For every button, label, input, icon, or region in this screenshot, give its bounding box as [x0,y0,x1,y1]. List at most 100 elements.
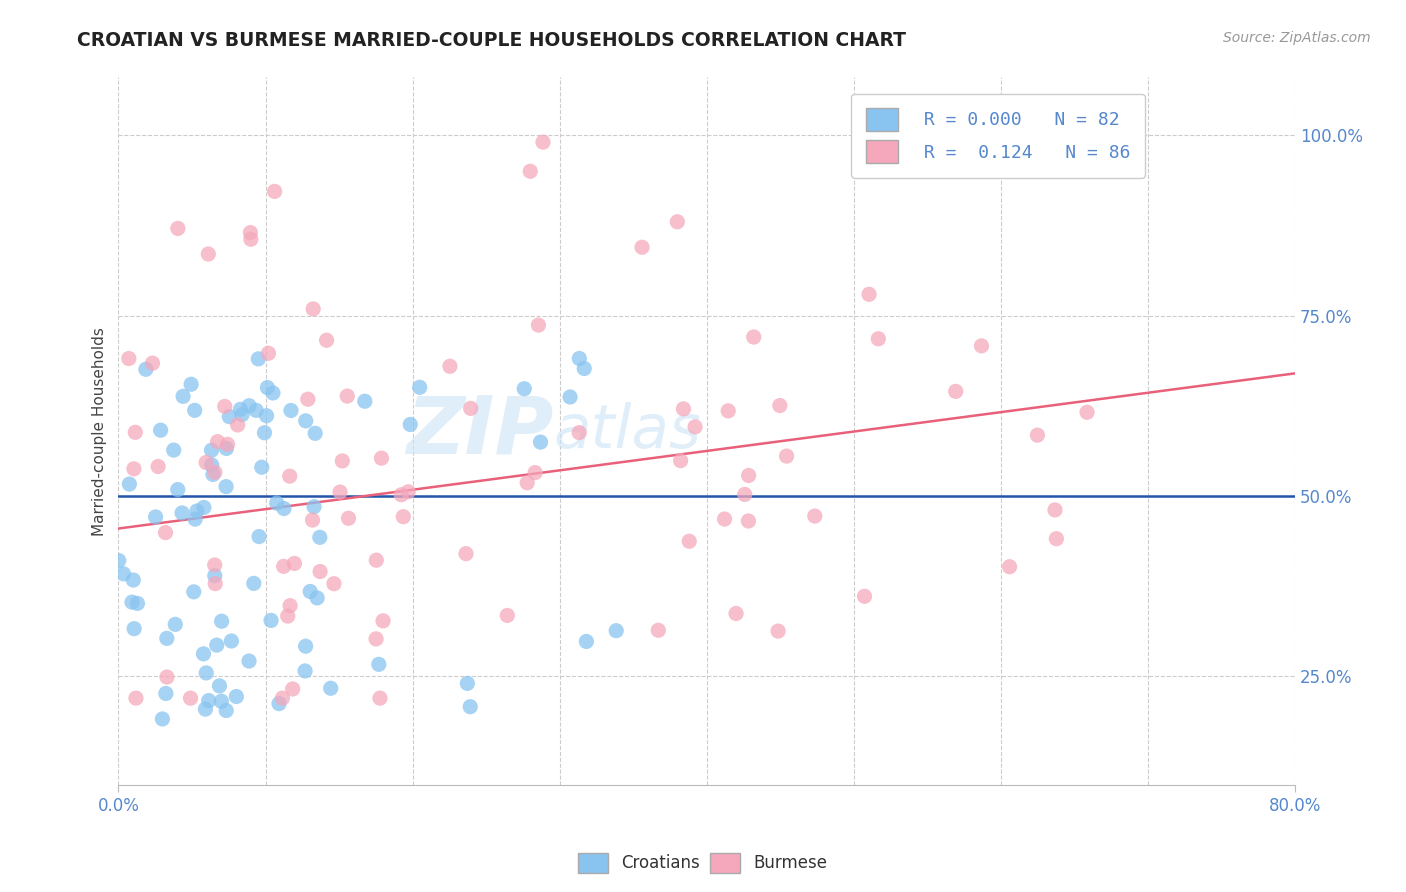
Point [456,676,478,690]
Point [1045,532,1067,546]
Point [647,624,669,638]
Text: CROATIAN VS BURMESE MARRIED-COUPLE HOUSEHOLDS CORRELATION CHART: CROATIAN VS BURMESE MARRIED-COUPLE HOUSE… [77,31,907,50]
Point [170,506,193,520]
Point [243,576,266,591]
Point [575,634,598,648]
Point [209,694,232,708]
Y-axis label: Married-couple Households: Married-couple Households [93,326,107,535]
Point [201,458,224,472]
Point [145,510,167,524]
Point [149,423,172,437]
Point [329,485,352,500]
Point [205,638,228,652]
Point [804,509,827,524]
Point [247,351,270,366]
Point [998,559,1021,574]
Point [683,420,706,434]
Point [302,301,325,316]
Point [389,488,412,502]
Legend: Croatians, Burmese: Croatians, Burmese [572,847,834,880]
Point [605,624,627,638]
Point [195,455,218,469]
Point [267,697,290,711]
Point [672,401,695,416]
Point [970,339,993,353]
Point [370,451,392,466]
Point [524,466,547,480]
Point [256,381,278,395]
Point [221,634,243,648]
Point [678,534,700,549]
Point [531,135,554,149]
Text: Source: ZipAtlas.com: Source: ZipAtlas.com [1223,31,1371,45]
Point [197,247,219,261]
Point [302,500,325,514]
Point [294,639,316,653]
Legend:  R = 0.000   N = 82,  R =  0.124   N = 86: R = 0.000 N = 82, R = 0.124 N = 86 [852,94,1144,178]
Point [319,681,342,696]
Point [529,435,551,450]
Point [166,483,188,497]
Point [516,475,538,490]
Point [366,553,388,567]
Point [392,509,415,524]
Point [307,591,329,605]
Point [200,443,222,458]
Point [155,686,177,700]
Point [766,624,789,638]
Point [278,469,301,483]
Point [247,530,270,544]
Point [118,477,141,491]
Point [122,622,145,636]
Point [669,453,692,467]
Point [135,362,157,376]
Text: ZIP: ZIP [406,392,554,470]
Point [330,454,353,468]
Point [218,409,240,424]
Point [253,425,276,440]
Point [156,632,179,646]
Point [208,679,231,693]
Point [150,712,173,726]
Point [238,399,260,413]
Point [207,434,229,449]
Point [156,670,179,684]
Point [336,389,359,403]
Point [262,386,284,401]
Point [273,501,295,516]
Point [409,380,432,394]
Point [122,462,145,476]
Point [568,425,591,440]
Point [121,595,143,609]
Point [239,232,262,246]
Point [725,607,748,621]
Point [229,402,252,417]
Point [513,382,536,396]
Point [666,215,689,229]
Point [297,392,319,407]
Point [245,403,267,417]
Point [858,287,880,301]
Point [122,573,145,587]
Point [308,530,330,544]
Point [204,568,226,582]
Point [439,359,461,374]
Point [167,221,190,235]
Point [1076,405,1098,419]
Point [273,559,295,574]
Point [278,599,301,613]
Point [165,617,187,632]
Point [194,702,217,716]
Point [215,704,238,718]
Point [399,417,422,432]
Point [1043,503,1066,517]
Point [945,384,967,399]
Point [568,351,591,366]
Point [239,226,262,240]
Point [775,449,797,463]
Point [124,425,146,440]
Point [257,346,280,360]
Point [271,691,294,706]
Point [125,691,148,706]
Point [769,399,792,413]
